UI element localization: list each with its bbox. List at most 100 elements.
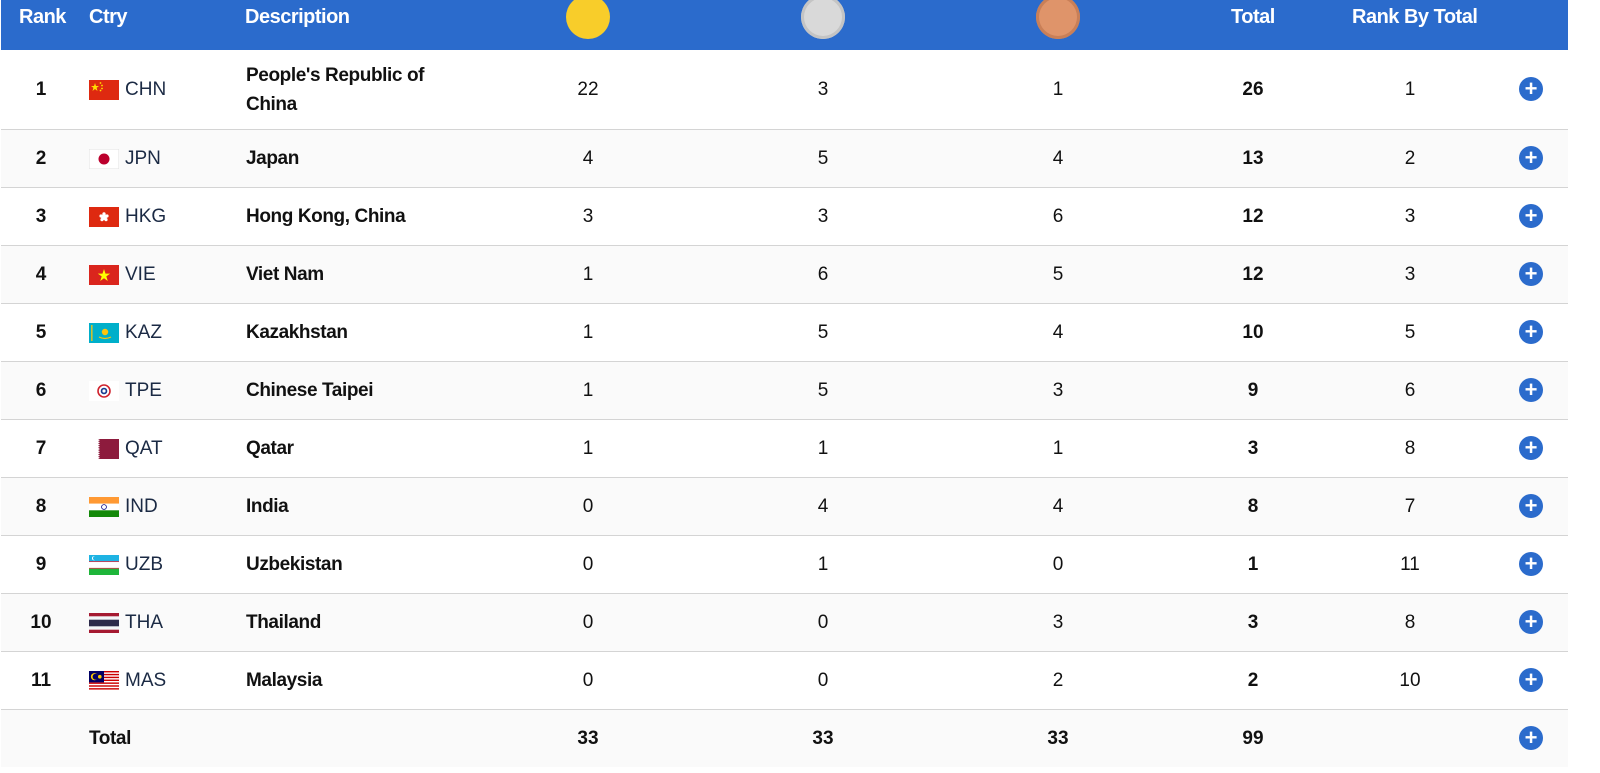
country-cell: QAT [89, 420, 239, 477]
rank-by-total: 5 [1404, 321, 1416, 343]
table-row[interactable]: 5 KAZ Kazakhstan 1 5 4 10 5 + [1, 304, 1568, 362]
bronze-count: 3 [1052, 379, 1064, 401]
silver-count: 5 [817, 379, 829, 401]
header-rank-by-total[interactable]: Rank By Total [1352, 6, 1478, 28]
rank-cell: 9 [35, 553, 47, 575]
table-row[interactable]: 2 JPN Japan 4 5 4 13 2 + [1, 130, 1568, 188]
country-code: IND [125, 495, 158, 517]
table-row[interactable]: 10 THA Thailand 0 0 3 3 8 + [1, 594, 1568, 652]
country-code: JPN [125, 147, 161, 169]
rank-by-total: 7 [1404, 495, 1416, 517]
expand-row-button[interactable]: + [1519, 436, 1543, 460]
expand-row-button[interactable]: + [1519, 204, 1543, 228]
table-row[interactable]: 8 IND India 0 4 4 8 7 + [1, 478, 1568, 536]
gold-count: 1 [582, 379, 594, 401]
header-description[interactable]: Description [245, 6, 350, 28]
table-row[interactable]: 4 VIE Viet Nam 1 6 5 12 3 + [1, 246, 1568, 304]
expand-row-button[interactable]: + [1519, 610, 1543, 634]
country-name: Uzbekistan [246, 554, 343, 575]
gold-medal-icon[interactable] [566, 0, 610, 39]
silver-count: 3 [817, 78, 829, 100]
country-code: QAT [125, 437, 163, 459]
totals-label: Total [89, 727, 131, 749]
country-cell: THA [89, 594, 239, 651]
expand-row-button[interactable]: + [1519, 494, 1543, 518]
country-cell: CHN [89, 50, 239, 129]
table-row[interactable]: 11 MAS Malaysia 0 0 2 2 10 + [1, 652, 1568, 710]
silver-medal-icon[interactable] [801, 0, 845, 39]
bronze-count: 1 [1052, 78, 1064, 100]
bronze-count: 4 [1052, 147, 1064, 169]
bronze-medal-icon[interactable] [1036, 0, 1080, 39]
rank-cell: 6 [35, 379, 47, 401]
expand-row-button[interactable]: + [1519, 726, 1543, 750]
silver-count: 4 [817, 495, 829, 517]
expand-row-button[interactable]: + [1519, 552, 1543, 576]
table-row[interactable]: 7 QAT Qatar 1 1 1 3 8 + [1, 420, 1568, 478]
rank-by-total: 8 [1404, 611, 1416, 633]
total-count: 12 [1242, 205, 1264, 227]
gold-count: 0 [582, 669, 594, 691]
total-count: 8 [1247, 495, 1259, 517]
silver-count: 1 [817, 437, 829, 459]
total-count: 3 [1247, 437, 1259, 459]
rank-cell: 2 [35, 147, 47, 169]
bronze-count: 1 [1052, 437, 1064, 459]
rank-cell: 5 [35, 321, 47, 343]
rank-cell: 10 [30, 611, 52, 633]
silver-count: 5 [817, 321, 829, 343]
country-cell: IND [89, 478, 239, 535]
table-row[interactable]: 9 UZB Uzbekistan 0 1 0 1 11 + [1, 536, 1568, 594]
country-cell: TPE [89, 362, 239, 419]
country-name: Kazakhstan [246, 322, 348, 343]
totals-row[interactable]: Total 33 33 33 99 + [1, 710, 1568, 767]
rank-by-total: 3 [1404, 263, 1416, 285]
gold-count: 0 [582, 495, 594, 517]
silver-count: 5 [817, 147, 829, 169]
gold-count: 22 [577, 78, 599, 100]
expand-row-button[interactable]: + [1519, 262, 1543, 286]
table-header: Rank Ctry Description Total Rank By Tota… [1, 0, 1568, 50]
header-country[interactable]: Ctry [89, 6, 128, 28]
country-name: People's Republic of China [246, 64, 425, 115]
gold-count: 0 [582, 611, 594, 633]
expand-row-button[interactable]: + [1519, 77, 1543, 101]
bronze-count: 0 [1052, 553, 1064, 575]
country-code: TPE [125, 379, 162, 401]
medal-table: Rank Ctry Description Total Rank By Tota… [1, 0, 1568, 767]
expand-row-button[interactable]: + [1519, 378, 1543, 402]
rank-cell: 8 [35, 495, 47, 517]
header-total[interactable]: Total [1231, 6, 1275, 28]
gold-count: 1 [582, 437, 594, 459]
gold-count: 0 [582, 553, 594, 575]
expand-row-button[interactable]: + [1519, 146, 1543, 170]
country-name: Hong Kong, China [246, 206, 406, 227]
jpn-flag-icon [89, 148, 119, 169]
bronze-count: 2 [1052, 669, 1064, 691]
country-code: KAZ [125, 321, 162, 343]
silver-count: 6 [817, 263, 829, 285]
expand-row-button[interactable]: + [1519, 320, 1543, 344]
gold-count: 1 [582, 321, 594, 343]
tpe-flag-icon [89, 380, 119, 401]
gold-count: 4 [582, 147, 594, 169]
rank-by-total: 6 [1404, 379, 1416, 401]
tha-flag-icon [89, 612, 119, 633]
table-row[interactable]: 1 CHN People's Republic of China 22 3 1 26 1 + [1, 50, 1568, 130]
country-name: Viet Nam [246, 264, 324, 285]
country-code: UZB [125, 553, 163, 575]
table-row[interactable]: 6 TPE Chinese Taipei 1 5 3 9 6 + [1, 362, 1568, 420]
bronze-count: 6 [1052, 205, 1064, 227]
country-cell: JPN [89, 130, 239, 187]
rank-by-total: 3 [1404, 205, 1416, 227]
bronze-total: 33 [1047, 727, 1069, 749]
table-row[interactable]: 3 HKG Hong Kong, China 3 3 6 12 3 + [1, 188, 1568, 246]
total-count: 1 [1247, 553, 1259, 575]
country-code: VIE [125, 263, 156, 285]
ind-flag-icon [89, 496, 119, 517]
header-rank[interactable]: Rank [19, 6, 66, 28]
qat-flag-icon [89, 438, 119, 459]
uzb-flag-icon [89, 554, 119, 575]
expand-row-button[interactable]: + [1519, 668, 1543, 692]
country-name: Thailand [246, 612, 321, 633]
